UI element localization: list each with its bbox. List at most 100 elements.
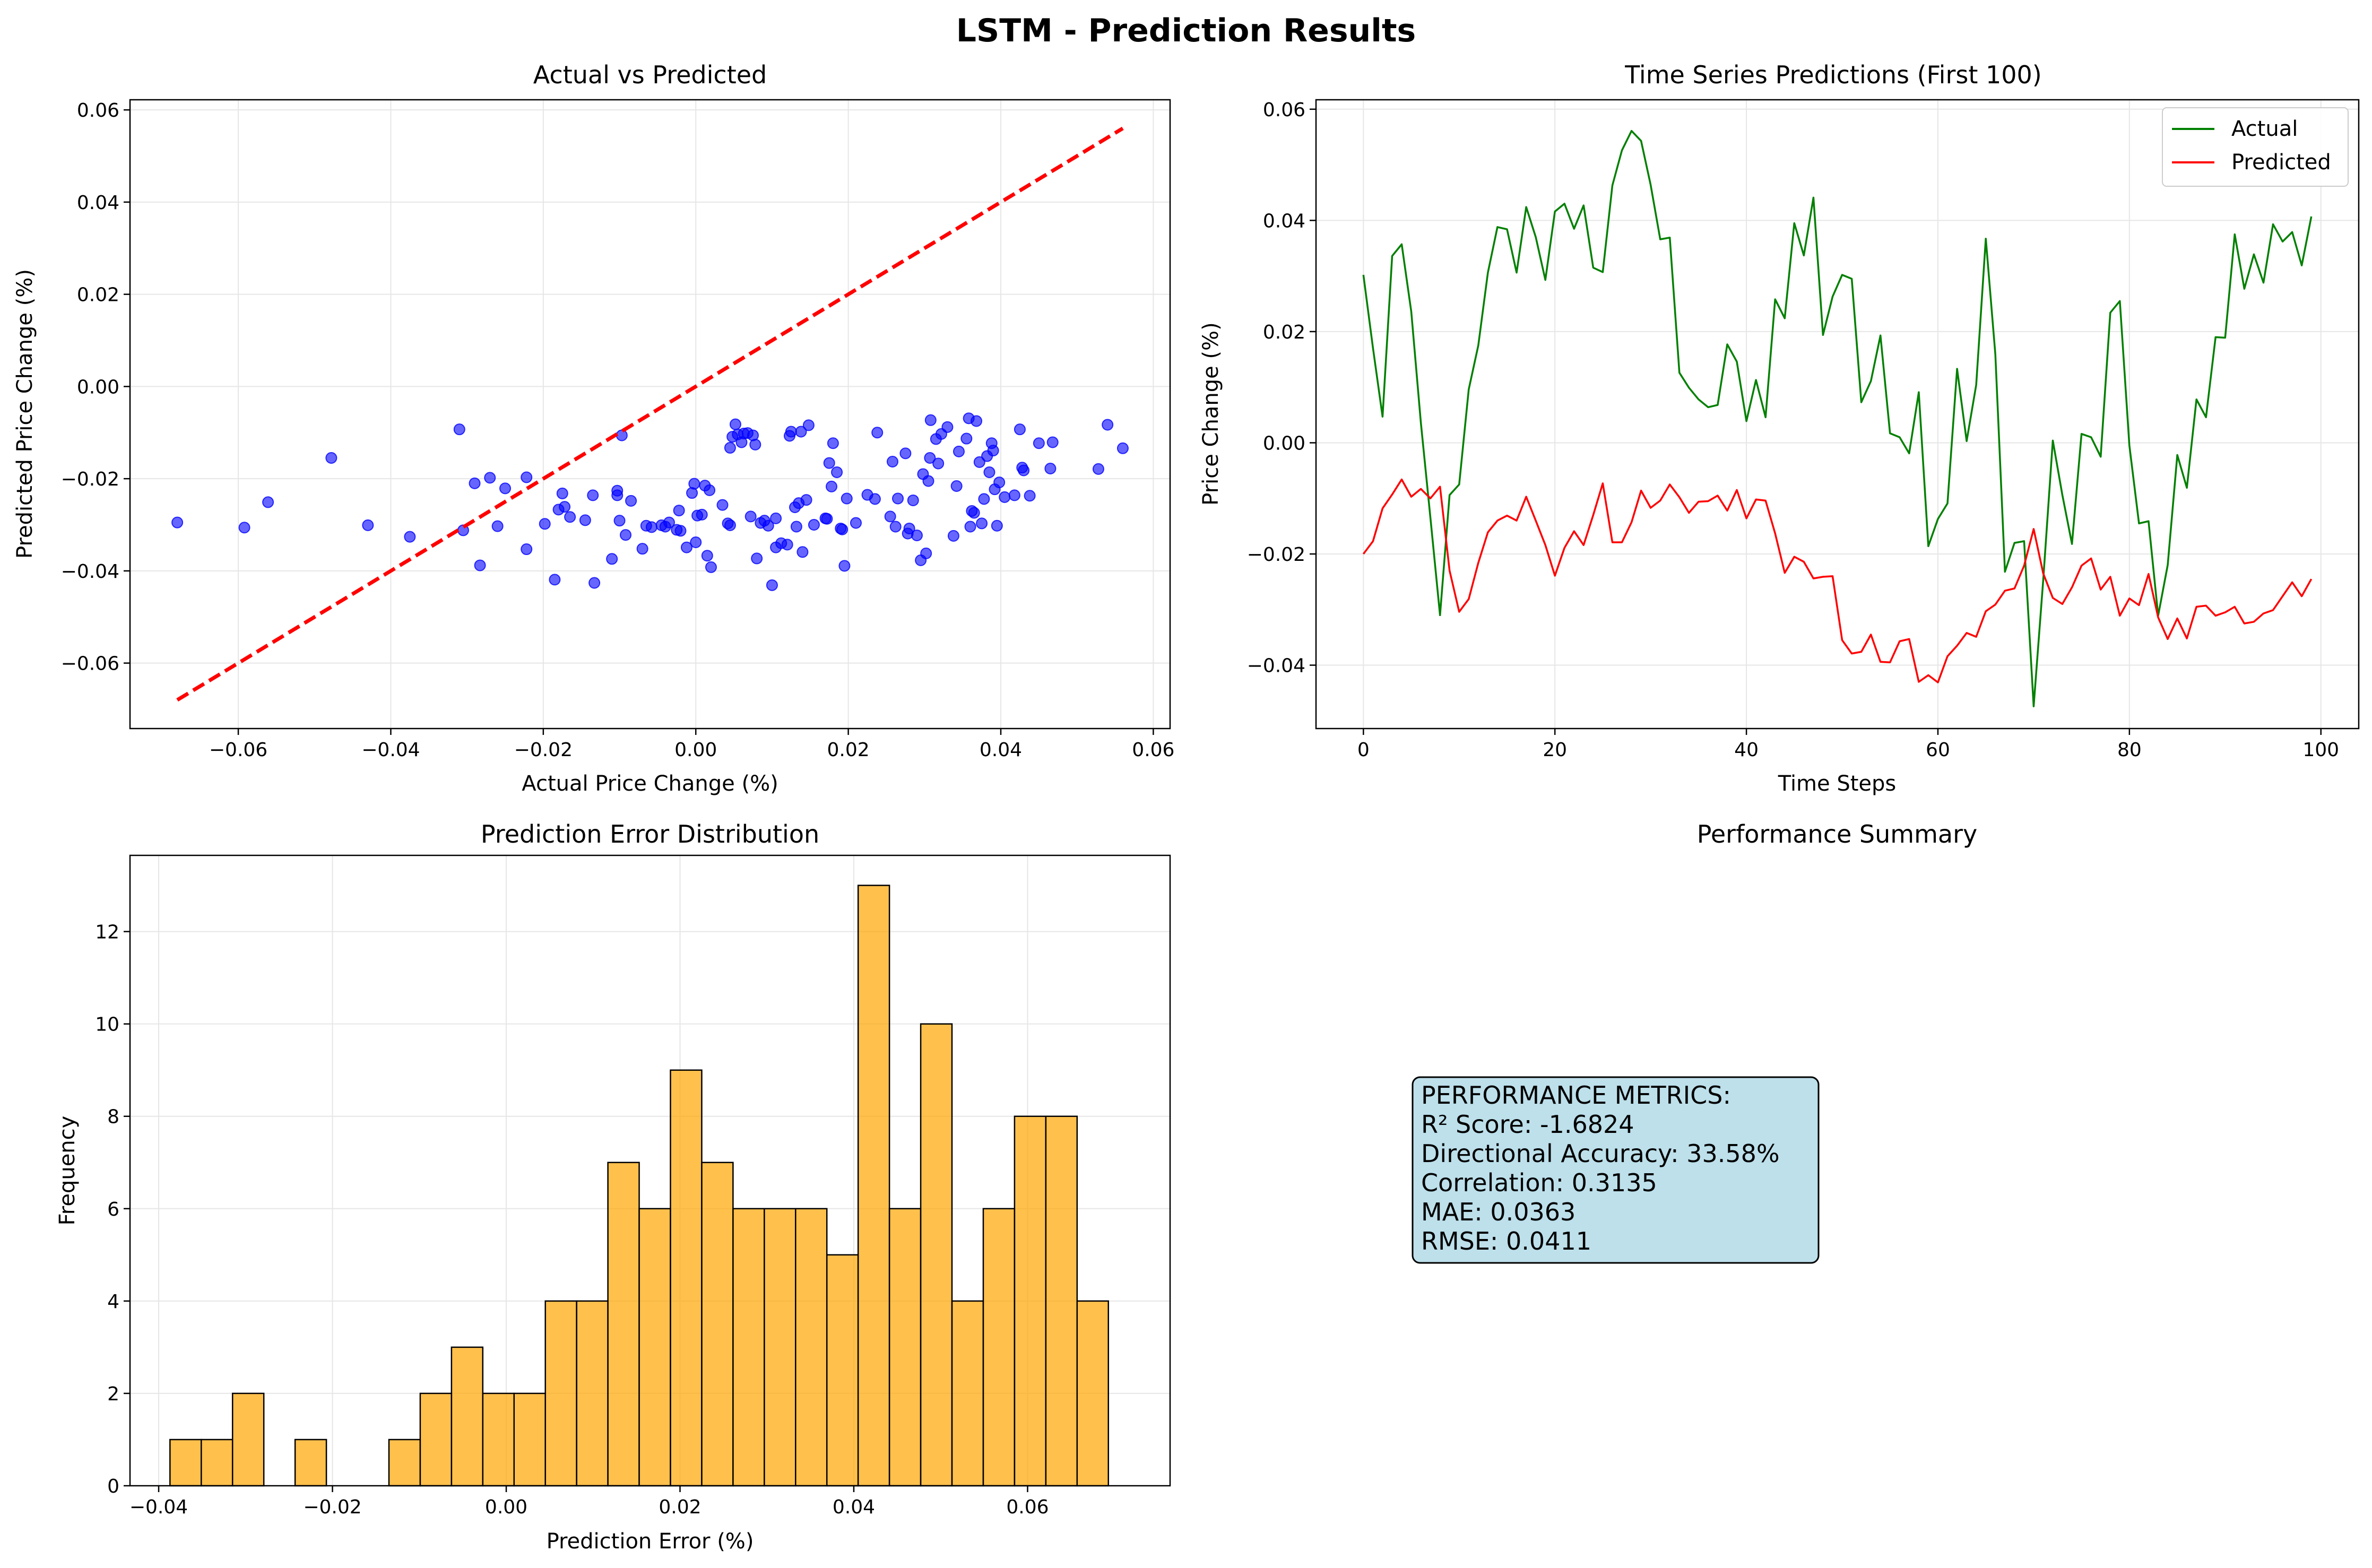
scatter-xtick-label: −0.02 bbox=[514, 739, 573, 761]
scatter-ticks: −0.06 −0.04 −0.02 0.00 0.02 0.04 0.06 −0.06 −0.0… bbox=[61, 100, 1175, 761]
histogram-ticks: −0.04 −0.02 0.00 0.02 0.04 0.06 0 2 4 6 8 10 12 bbox=[95, 922, 1049, 1518]
scatter-ideal-line bbox=[176, 126, 1124, 702]
scatter-point bbox=[1102, 419, 1114, 431]
scatter-point bbox=[1014, 423, 1026, 436]
scatter-point bbox=[579, 514, 591, 526]
scatter-point bbox=[238, 522, 250, 534]
scatter-point bbox=[636, 543, 648, 555]
summary-line-heading: PERFORMANCE METRICS: bbox=[1421, 1081, 1731, 1110]
histogram-xtick-label: 0.04 bbox=[833, 1496, 875, 1518]
histogram-bar bbox=[920, 1023, 953, 1487]
histogram-bar bbox=[795, 1208, 828, 1487]
histogram-bar bbox=[638, 1208, 671, 1487]
scatter-point bbox=[556, 487, 568, 499]
scatter-point bbox=[325, 452, 337, 464]
scatter-point bbox=[171, 516, 184, 529]
scatter-point bbox=[729, 418, 741, 430]
scatter-point bbox=[920, 547, 932, 559]
scatter-point bbox=[790, 521, 802, 533]
histogram-ytick-label: 4 bbox=[107, 1291, 119, 1313]
scatter-point bbox=[899, 447, 912, 460]
scatter-point bbox=[841, 492, 853, 505]
legend-predicted-label: Predicted bbox=[2231, 150, 2331, 175]
summary-box bbox=[1412, 1076, 1820, 1264]
histogram-bar bbox=[951, 1300, 984, 1487]
scatter-point bbox=[1116, 442, 1129, 454]
scatter-point bbox=[941, 421, 954, 433]
timeseries-plot-area bbox=[1362, 129, 2313, 707]
histogram-ytick-label: 0 bbox=[107, 1476, 119, 1497]
scatter-title: Actual vs Predicted bbox=[533, 60, 767, 89]
scatter-point bbox=[808, 519, 820, 531]
scatter-xtick-label: −0.04 bbox=[361, 739, 420, 761]
scatter-ylabel: Predicted Price Change (%) bbox=[13, 269, 37, 559]
scatter-point bbox=[362, 519, 374, 531]
scatter-point bbox=[453, 423, 465, 436]
histogram-frame bbox=[129, 854, 1171, 1487]
scatter-point bbox=[823, 457, 835, 469]
scatter-point bbox=[950, 480, 963, 492]
scatter-point bbox=[973, 456, 985, 468]
histogram-bar bbox=[388, 1439, 421, 1487]
scatter-point bbox=[907, 494, 919, 506]
scatter-point bbox=[620, 529, 632, 541]
scatter-point bbox=[588, 577, 601, 589]
scatter-panel: Actual vs Predicted −0.06 −0.04 −0.02 0.00 0… bbox=[13, 60, 1174, 796]
scatter-point bbox=[705, 561, 717, 573]
scatter-point bbox=[983, 466, 995, 478]
scatter-point bbox=[978, 493, 990, 505]
scatter-point bbox=[922, 475, 934, 487]
timeseries-xtick-label: 0 bbox=[1357, 739, 1370, 761]
scatter-point bbox=[690, 536, 702, 549]
scatter-point bbox=[549, 574, 561, 586]
timeseries-ylabel: Price Change (%) bbox=[1199, 322, 1223, 505]
scatter-point bbox=[971, 415, 983, 427]
legend-box bbox=[2162, 107, 2349, 187]
summary-line-r2: R² Score: -1.6824 bbox=[1421, 1110, 1634, 1139]
scatter-point bbox=[704, 484, 716, 496]
scatter-point bbox=[821, 513, 833, 525]
scatter-point bbox=[924, 452, 936, 464]
histogram-ytick-label: 8 bbox=[107, 1106, 119, 1128]
scatter-point bbox=[770, 512, 782, 524]
summary-line-directional: Directional Accuracy: 33.58% bbox=[1421, 1139, 1780, 1168]
scatter-point bbox=[871, 427, 884, 439]
scatter-point bbox=[781, 539, 793, 551]
scatter-point bbox=[827, 437, 839, 449]
histogram-bar bbox=[231, 1392, 265, 1487]
scatter-ytick-label: −0.04 bbox=[61, 561, 119, 583]
histogram-bar bbox=[888, 1208, 922, 1487]
histogram-ytick-label: 6 bbox=[107, 1199, 119, 1220]
scatter-point bbox=[680, 541, 692, 553]
scatter-point bbox=[836, 523, 849, 535]
scatter-point bbox=[611, 484, 624, 497]
histogram-bar bbox=[451, 1346, 484, 1487]
scatter-point bbox=[469, 477, 481, 489]
histogram-title: Prediction Error Distribution bbox=[481, 820, 819, 848]
timeseries-xtick-label: 80 bbox=[2117, 739, 2142, 761]
timeseries-ticks: 0 20 40 60 80 100 −0.04 −0.02 0.00 0.02 0.04 0.06 bbox=[1247, 99, 2339, 761]
summary-line-correlation: Correlation: 0.3135 bbox=[1421, 1168, 1657, 1197]
histogram-bar bbox=[607, 1162, 640, 1487]
scatter-point bbox=[993, 477, 1006, 489]
scatter-point bbox=[924, 414, 937, 426]
scatter-point bbox=[766, 579, 778, 591]
scatter-point bbox=[1046, 436, 1059, 448]
histogram-xtick-label: 0.02 bbox=[659, 1496, 701, 1518]
scatter-point bbox=[1033, 437, 1045, 449]
histogram-ytick-label: 10 bbox=[95, 1014, 119, 1036]
histogram-bar bbox=[701, 1162, 734, 1487]
histogram-ytick-label: 12 bbox=[95, 922, 119, 943]
scatter-point bbox=[587, 489, 599, 501]
scatter-point bbox=[745, 510, 757, 523]
scatter-point bbox=[960, 432, 973, 445]
timeseries-frame bbox=[1315, 99, 2360, 730]
summary-line-rmse: RMSE: 0.0411 bbox=[1421, 1227, 1591, 1255]
scatter-point bbox=[838, 560, 851, 572]
timeseries-ytick-label: 0.06 bbox=[1263, 99, 1305, 121]
scatter-xtick-label: 0.00 bbox=[674, 739, 717, 761]
scatter-point bbox=[884, 510, 896, 523]
histogram-ylabel: Frequency bbox=[55, 1116, 80, 1226]
scatter-plot-area bbox=[171, 126, 1129, 702]
histogram-xtick-label: −0.02 bbox=[303, 1496, 361, 1518]
